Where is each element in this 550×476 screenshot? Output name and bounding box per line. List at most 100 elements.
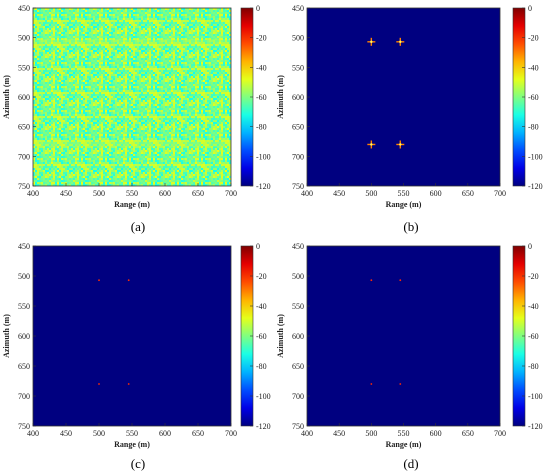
y-tick-label: 600 [18, 332, 30, 341]
colorbar [241, 246, 253, 426]
target-core [399, 40, 402, 44]
y-tick-label: 550 [18, 302, 30, 311]
target-mark [370, 279, 373, 282]
x-axis-label: Range (m) [114, 440, 150, 449]
colorbar-tick-label: -60 [528, 93, 539, 102]
colorbar-tick-label: 0 [528, 242, 532, 251]
y-tick-label: 600 [292, 93, 304, 102]
y-tick-label: 500 [18, 272, 30, 281]
x-tick-label: 700 [494, 429, 506, 438]
colorbar-tick-label: -80 [256, 123, 267, 132]
colorbar-tick-label: -60 [528, 332, 539, 341]
y-tick-label: 600 [18, 93, 30, 102]
x-tick-label: 450 [60, 189, 72, 198]
bright-band [33, 141, 231, 148]
y-tick-label: 700 [292, 152, 304, 161]
target-mark [399, 383, 402, 385]
y-tick-label: 700 [18, 152, 30, 161]
target-mark [127, 383, 130, 385]
colorbar-tick-label: -100 [256, 392, 271, 401]
plot-background [307, 246, 500, 426]
colorbar-tick-label: 0 [256, 4, 260, 13]
colorbar-tick-label: -40 [528, 302, 539, 311]
x-axis-label: Range (m) [386, 200, 422, 209]
colorbar-tick-label: -40 [256, 302, 267, 311]
panel-label: (c) [131, 456, 145, 471]
colorbar-tick-label: -120 [256, 422, 271, 431]
y-tick-label: 550 [292, 63, 304, 72]
y-tick-label: 550 [18, 63, 30, 72]
x-tick-label: 450 [333, 429, 345, 438]
target-mark [98, 279, 100, 282]
x-tick-label: 550 [126, 429, 138, 438]
x-tick-label: 450 [333, 189, 345, 198]
colorbar-tick-label: -100 [256, 152, 271, 161]
x-tick-label: 400 [27, 429, 39, 438]
panel-label: (d) [403, 456, 418, 471]
x-tick-label: 500 [93, 429, 105, 438]
noise-field [33, 8, 231, 186]
panel-a: 400 450 500 550 600 650 700 450 500 550 600 650 700 7… [2, 4, 271, 234]
x-tick-label: 650 [192, 189, 204, 198]
colorbar-tick-label: -40 [528, 63, 539, 72]
colorbar [241, 8, 253, 186]
y-tick-label: 700 [18, 392, 30, 401]
colorbar-tick-label: 0 [528, 4, 532, 13]
plot-background [33, 246, 231, 426]
plot-background [307, 8, 500, 186]
bright-band [33, 38, 231, 45]
y-tick-label: 750 [292, 182, 304, 191]
colorbar-tick-label: -120 [256, 182, 271, 191]
colorbar-tick-label: -100 [528, 152, 543, 161]
x-tick-label: 400 [301, 189, 313, 198]
y-tick-label: 450 [292, 242, 304, 251]
y-tick-label: 450 [18, 242, 30, 251]
panel-label: (a) [131, 219, 145, 234]
x-tick-label: 700 [225, 429, 237, 438]
panel-d: 400 450 500 550 600 650 700 450 500 550 600 650 700 7… [276, 242, 543, 471]
x-tick-label: 650 [462, 189, 474, 198]
y-tick-label: 450 [292, 4, 304, 13]
y-tick-label: 650 [18, 362, 30, 371]
x-tick-label: 700 [494, 189, 506, 198]
y-axis-label: Azimuth (m) [2, 314, 11, 358]
colorbar-tick-label: -20 [528, 272, 539, 281]
colorbar-tick-label: -60 [256, 93, 267, 102]
colorbar-tick-label: -20 [528, 34, 539, 43]
colorbar [513, 246, 525, 426]
x-tick-label: 600 [159, 189, 171, 198]
target-mark [98, 383, 100, 385]
colorbar-tick-label: -40 [256, 63, 267, 72]
y-tick-label: 600 [292, 332, 304, 341]
target-core [399, 143, 402, 146]
x-tick-label: 550 [398, 189, 410, 198]
colorbar-tick-label: -80 [528, 123, 539, 132]
target-mark [399, 279, 402, 282]
x-tick-label: 500 [93, 189, 105, 198]
x-tick-label: 700 [225, 189, 237, 198]
panel-c: 400 450 500 550 600 650 700 450 500 550 600 650 700 7… [2, 242, 271, 471]
x-tick-label: 650 [192, 429, 204, 438]
x-tick-label: 650 [462, 429, 474, 438]
x-axis-label: Range (m) [386, 440, 422, 449]
panel-label: (b) [403, 219, 418, 234]
x-tick-label: 550 [126, 189, 138, 198]
colorbar-tick-label: -60 [256, 332, 267, 341]
colorbar-tick-label: -80 [256, 362, 267, 371]
y-tick-label: 750 [18, 182, 30, 191]
y-axis-label: Azimuth (m) [2, 75, 11, 119]
y-tick-label: 500 [292, 34, 304, 43]
colorbar-tick-label: 0 [256, 242, 260, 251]
x-tick-label: 550 [398, 429, 410, 438]
x-axis-label: Range (m) [114, 200, 150, 209]
y-tick-label: 500 [18, 34, 30, 43]
x-tick-label: 600 [430, 429, 442, 438]
colorbar [513, 8, 525, 186]
colorbar-tick-label: -20 [256, 272, 267, 281]
y-tick-label: 650 [18, 123, 30, 132]
x-tick-label: 400 [27, 189, 39, 198]
y-tick-label: 650 [292, 123, 304, 132]
target-mark [370, 383, 373, 385]
x-tick-label: 600 [159, 429, 171, 438]
x-tick-label: 450 [60, 429, 72, 438]
